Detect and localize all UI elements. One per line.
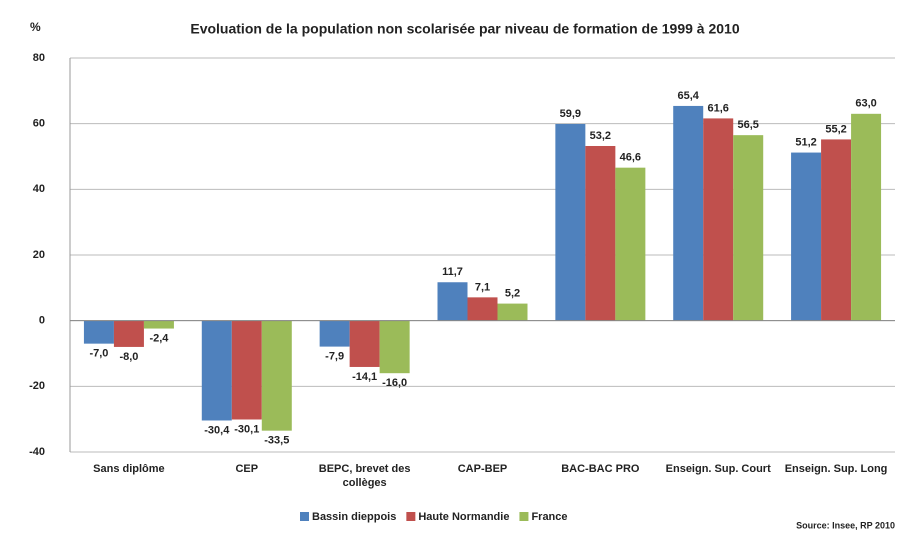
- bar: [437, 282, 468, 321]
- bar: [703, 118, 734, 321]
- value-label: 5,2: [505, 287, 520, 299]
- value-label: -7,9: [325, 351, 344, 363]
- legend-label: France: [531, 511, 567, 523]
- value-label: -16,0: [382, 377, 407, 389]
- x-tick-label: Enseign. Sup. Long: [784, 463, 888, 475]
- x-tick-label: Enseign. Sup. Court: [665, 463, 771, 475]
- chart-title: Evoluation de la population non scolaris…: [190, 21, 739, 37]
- x-tick-label: CEP: [235, 463, 259, 475]
- bar: [821, 139, 852, 321]
- value-label: 55,2: [825, 123, 846, 135]
- value-label: 46,6: [620, 152, 641, 164]
- source: Source: Insee, RP 2010: [796, 520, 895, 530]
- y-tick-label: 20: [33, 249, 45, 261]
- bar: [261, 320, 292, 431]
- value-label: -7,0: [89, 348, 108, 360]
- y-tick-label: 80: [33, 52, 45, 64]
- y-tick-label: 60: [33, 118, 45, 130]
- bar: [555, 123, 586, 321]
- bar: [851, 113, 882, 321]
- value-label: -8,0: [119, 351, 138, 363]
- value-label: 51,2: [795, 136, 816, 148]
- value-label: 7,1: [475, 281, 490, 293]
- value-label: -30,4: [204, 424, 230, 436]
- y-tick-label: 40: [33, 183, 45, 195]
- legend-label: Bassin dieppois: [312, 511, 396, 523]
- x-tick-label: BEPC, brevet des collèges: [318, 463, 411, 489]
- legend-swatch: [406, 512, 416, 521]
- bar: [231, 320, 262, 420]
- value-label: -14,1: [352, 371, 377, 383]
- y-tick-label: -40: [29, 446, 45, 458]
- value-label: 53,2: [590, 130, 611, 142]
- value-label: 61,6: [708, 102, 729, 114]
- value-label: -2,4: [149, 332, 169, 344]
- y-axis-label: %: [30, 20, 41, 34]
- bar: [201, 320, 232, 421]
- bar: [585, 145, 616, 321]
- bar: [497, 303, 528, 321]
- value-label: 56,5: [738, 119, 759, 131]
- bar: [791, 152, 822, 321]
- value-label: 11,7: [442, 266, 463, 278]
- y-tick-label: 0: [39, 315, 45, 327]
- bar: [467, 297, 498, 321]
- bar: [143, 320, 174, 329]
- bar: [379, 320, 410, 374]
- bar: [319, 320, 350, 347]
- x-tick-label: Sans diplôme: [93, 463, 165, 475]
- bar: [83, 320, 114, 344]
- y-tick-label: -20: [29, 380, 45, 392]
- bar: [733, 135, 764, 321]
- bar: [113, 320, 144, 347]
- bar: [349, 320, 380, 367]
- bar: [673, 105, 704, 321]
- legend-label: Haute Normandie: [418, 511, 509, 523]
- value-label: -30,1: [234, 423, 259, 435]
- bar: [615, 167, 646, 321]
- value-label: 65,4: [678, 90, 700, 102]
- value-label: 59,9: [560, 108, 581, 120]
- value-label: 63,0: [855, 98, 876, 110]
- legend-swatch: [300, 512, 309, 521]
- x-tick-label: CAP-BEP: [457, 463, 508, 475]
- x-tick-label: BAC-BAC PRO: [561, 463, 640, 475]
- legend-swatch: [519, 512, 529, 521]
- value-label: -33,5: [264, 435, 289, 447]
